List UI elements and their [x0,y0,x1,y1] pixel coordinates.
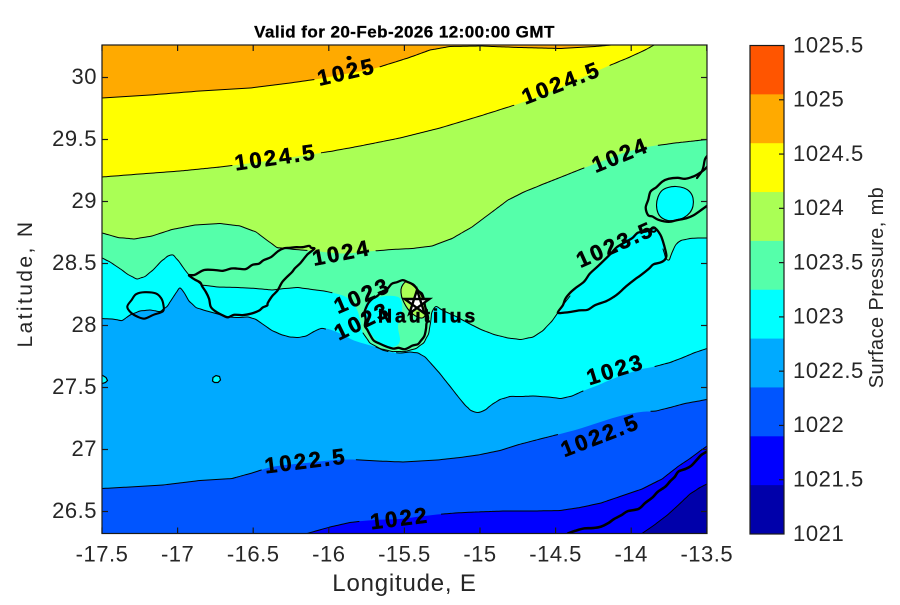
svg-text:28: 28 [72,312,97,337]
svg-text:1023: 1023 [793,304,844,329]
svg-text:1022: 1022 [793,412,844,437]
svg-text:26.5: 26.5 [52,498,97,523]
svg-text:1021.5: 1021.5 [793,467,864,492]
svg-text:Nautilus: Nautilus [378,306,478,328]
svg-text:-14: -14 [615,542,648,567]
svg-text:1024: 1024 [793,195,844,220]
svg-text:Latitude, N: Latitude, N [14,220,37,348]
svg-text:30: 30 [72,64,97,89]
svg-text:Surface Pressure, mb: Surface Pressure, mb [866,187,888,388]
svg-text:1023.5: 1023.5 [793,249,864,274]
svg-text:-16: -16 [312,542,345,567]
svg-text:-15: -15 [463,542,496,567]
svg-text:-13.5: -13.5 [680,542,733,567]
svg-text:-15.5: -15.5 [378,542,431,567]
svg-text:-17.5: -17.5 [76,542,129,567]
svg-text:-17: -17 [161,542,194,567]
svg-text:Longitude, E: Longitude, E [332,570,476,597]
svg-text:28.5: 28.5 [52,250,97,275]
svg-text:-16.5: -16.5 [227,542,280,567]
svg-text:29: 29 [72,188,97,213]
svg-text:1021: 1021 [793,521,844,546]
svg-text:1024.5: 1024.5 [793,141,864,166]
svg-text:27: 27 [72,436,97,461]
svg-text:29.5: 29.5 [52,126,97,151]
svg-text:Valid for 20-Feb-2026 12:00:00: Valid for 20-Feb-2026 12:00:00 GMT [254,23,555,42]
svg-text:1025: 1025 [793,87,844,112]
svg-text:1022.5: 1022.5 [793,358,864,383]
svg-text:1025.5: 1025.5 [793,32,864,57]
svg-text:27.5: 27.5 [52,374,97,399]
svg-text:-14.5: -14.5 [529,542,582,567]
